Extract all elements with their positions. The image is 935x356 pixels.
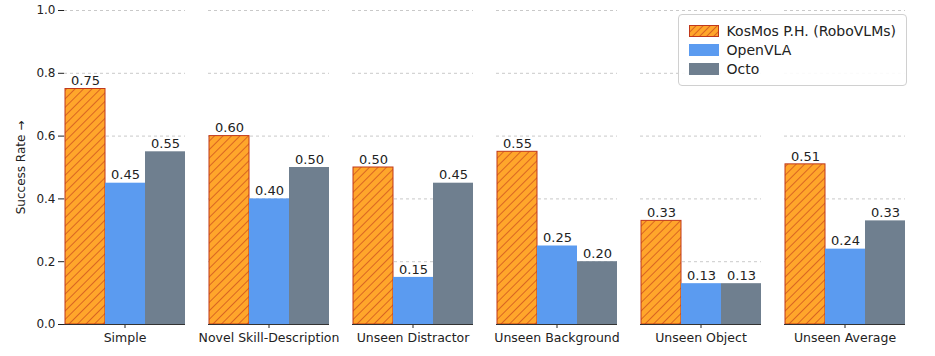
html-text:Octo: Octo (726, 61, 760, 77)
svg-text:0.6: 0.6 (36, 129, 55, 143)
svg-text:0.0: 0.0 (36, 317, 55, 331)
svg-text:0.25: 0.25 (543, 230, 572, 245)
svg-text:Unseen Average: Unseen Average (794, 330, 897, 345)
svg-text:0.13: 0.13 (727, 268, 756, 283)
svg-text:Unseen Object: Unseen Object (655, 330, 747, 345)
svg-text:0.55: 0.55 (503, 136, 532, 151)
svg-text:0.33: 0.33 (871, 205, 900, 220)
svg-text:Novel Skill-Description: Novel Skill-Description (199, 330, 340, 345)
svg-text:0.4: 0.4 (36, 192, 55, 206)
svg-text:0.55: 0.55 (151, 136, 180, 151)
svg-text:0.45: 0.45 (111, 167, 140, 182)
svg-text:Unseen Background: Unseen Background (494, 330, 619, 345)
svg-text:0.50: 0.50 (359, 152, 388, 167)
svg-text:0.40: 0.40 (255, 183, 284, 198)
svg-text:Unseen Distractor: Unseen Distractor (357, 330, 471, 345)
svg-text:0.24: 0.24 (831, 233, 860, 248)
svg-text:0.50: 0.50 (295, 152, 324, 167)
svg-text:0.20: 0.20 (583, 246, 612, 261)
svg-text:0.2: 0.2 (36, 255, 55, 269)
svg-text:0.13: 0.13 (687, 268, 716, 283)
svg-text:0.8: 0.8 (36, 66, 55, 80)
svg-text:0.75: 0.75 (71, 73, 100, 88)
svg-text:0.51: 0.51 (791, 149, 820, 164)
svg-text:Success Rate →: Success Rate → (14, 121, 28, 215)
svg-text:0.45: 0.45 (439, 167, 468, 182)
svg-text:Simple: Simple (104, 330, 147, 345)
html-text:KosMos P.H. (RoboVLMs): KosMos P.H. (RoboVLMs) (726, 23, 896, 39)
svg-text:1.0: 1.0 (36, 3, 55, 17)
svg-text:0.60: 0.60 (215, 120, 244, 135)
html-text:OpenVLA: OpenVLA (726, 42, 792, 58)
svg-text:0.33: 0.33 (647, 205, 676, 220)
svg-text:0.15: 0.15 (399, 262, 428, 277)
